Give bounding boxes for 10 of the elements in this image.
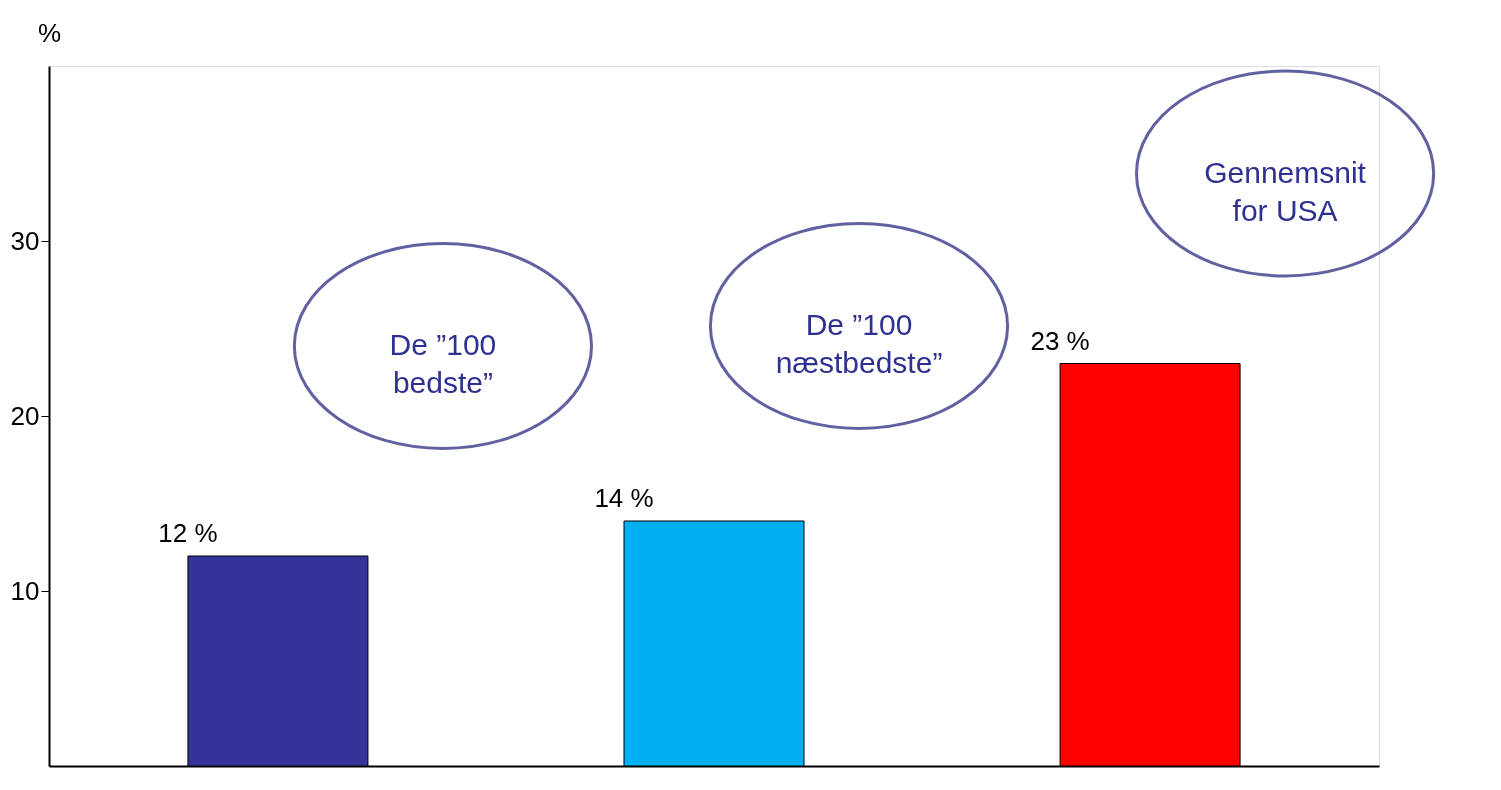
annotation: De ”100 bedste” — [389, 328, 497, 399]
data-label: 23 % — [1030, 325, 1090, 356]
y-tick-label: 30 — [10, 225, 40, 256]
y-axis-title: % — [37, 17, 62, 48]
y-tick-label: 20 — [10, 400, 40, 431]
annotation: De ”100 næstbedste” — [775, 308, 943, 379]
data-label: 14 % — [594, 483, 654, 513]
data-label: 12 % — [158, 518, 218, 548]
annotation: Gennemsnit for USA — [1204, 155, 1367, 227]
y-tick-label: 10 — [10, 575, 40, 606]
